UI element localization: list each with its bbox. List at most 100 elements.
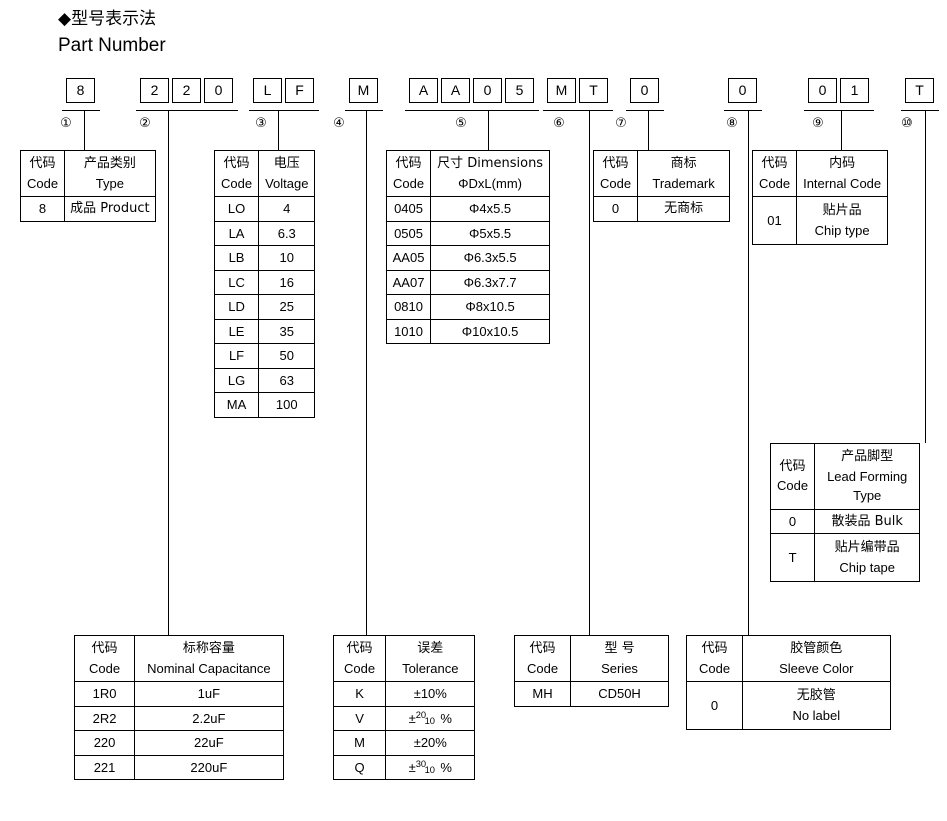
internal-code-header-code: 代码 Code: [751, 150, 798, 197]
table-voltage: 代码 Code 电压 Voltage LO 4 LA 6.3 LB 10 LC 16 L…: [213, 150, 316, 418]
table-row: 1R0 1uF: [73, 681, 284, 707]
pn-char-5-2: A: [441, 78, 470, 103]
connector-10: [925, 110, 926, 443]
pn-char-9-1: 0: [808, 78, 837, 103]
capacitance-value: 2.2uF: [134, 705, 284, 731]
table-row: 01 贴片品 Chip type: [751, 196, 889, 245]
table-row: 1010 Φ10x10.5: [385, 318, 551, 344]
sleeve-color-header-code: 代码 Code: [685, 635, 744, 682]
tolerance-code: V: [332, 705, 387, 731]
table-row: MH CD50H: [513, 681, 669, 707]
dimensions-value: Φ10x10.5: [430, 318, 551, 344]
table-row: 代码 Code 误差 Tolerance: [332, 635, 476, 682]
group-number-4: ④: [333, 116, 345, 131]
tolerance-value: ±30 10%: [385, 754, 476, 780]
dimensions-header-value: 尺寸 Dimensions ΦDxL(mm): [430, 150, 551, 197]
dimensions-code: AA07: [385, 269, 432, 295]
dimensions-code: 0505: [385, 220, 432, 246]
group-number-9: ⑨: [812, 116, 824, 131]
table-tolerance: 代码 Code 误差 Tolerance K ±10% V ±20 10% M ±…: [332, 635, 476, 780]
tolerance-header-code: 代码 Code: [332, 635, 387, 682]
pn-char-6-2: T: [579, 78, 608, 103]
pn-char-10-1: T: [905, 78, 934, 103]
group-number-7: ⑦: [615, 116, 627, 131]
table-row: M ±20%: [332, 730, 476, 756]
connector-7: [648, 110, 649, 150]
tolerance-fraction: 20 10: [415, 710, 435, 727]
voltage-code: LE: [213, 318, 260, 344]
tolerance-value: ±10%: [385, 681, 476, 707]
capacitance-code: 2R2: [73, 705, 136, 731]
table-row: 0505 Φ5x5.5: [385, 220, 551, 246]
voltage-code: LF: [213, 343, 260, 369]
type-header-code: 代码 Code: [19, 150, 66, 197]
table-row: 代码 Code 胶管颜色 Sleeve Color: [685, 635, 891, 682]
dimensions-header-code: 代码 Code: [385, 150, 432, 197]
table-row: 代码 Code 产品类别 Type: [19, 150, 156, 197]
trademark-value: 无商标: [637, 196, 731, 222]
pn-char-6-1: M: [547, 78, 576, 103]
table-row: 0 无商标: [592, 196, 731, 222]
dimensions-code: 0810: [385, 294, 432, 320]
table-row: 代码 Code 内码 Internal Code: [751, 150, 889, 197]
internal-code-header-value: 内码 Internal Code: [796, 150, 889, 197]
voltage-code: LA: [213, 220, 260, 246]
page-title-en: Part Number: [58, 35, 166, 56]
dimensions-value: Φ6.3x7.7: [430, 269, 551, 295]
group-rule-2: [136, 110, 238, 111]
series-header-value: 型 号 Series: [570, 635, 669, 682]
group-rule-8: [724, 110, 762, 111]
voltage-value: 100: [258, 392, 316, 418]
table-row: 代码 Code 尺寸 Dimensions ΦDxL(mm): [385, 150, 551, 197]
pn-char-3-2: F: [285, 78, 314, 103]
group-number-10: ⑩: [901, 116, 913, 131]
table-row: LD 25: [213, 294, 316, 320]
type-header-value: 产品类别 Type: [64, 150, 156, 197]
pn-char-1-1: 8: [66, 78, 95, 103]
capacitance-value: 22uF: [134, 730, 284, 756]
group-rule-5: [405, 110, 539, 111]
lead-forming-header-value: 产品脚型 Lead Forming Type: [814, 443, 921, 510]
table-row: K ±10%: [332, 681, 476, 707]
group-rule-9: [804, 110, 874, 111]
table-row: 0405 Φ4x5.5: [385, 196, 551, 222]
connector-3: [278, 110, 279, 150]
table-row: 代码 Code 电压 Voltage: [213, 150, 316, 197]
capacitance-header-value: 标称容量 Nominal Capacitance: [134, 635, 284, 682]
lead-forming-code: T: [769, 533, 816, 582]
group-number-8: ⑧: [726, 116, 738, 131]
pn-char-2-3: 0: [204, 78, 233, 103]
type-row-code: 8: [19, 196, 66, 222]
group-rule-4: [345, 110, 383, 111]
table-row: AA05 Φ6.3x5.5: [385, 245, 551, 271]
table-row: 221 220uF: [73, 754, 284, 780]
capacitance-value: 220uF: [134, 754, 284, 780]
table-lead-forming: 代码 Code 产品脚型 Lead Forming Type 0 散装品 Bul…: [769, 443, 921, 582]
voltage-code: LD: [213, 294, 260, 320]
table-type: 代码 Code 产品类别 Type 8 成品 Product: [19, 150, 156, 222]
group-rule-6: [543, 110, 613, 111]
lead-forming-header-code: 代码 Code: [769, 443, 816, 510]
dimensions-value: Φ5x5.5: [430, 220, 551, 246]
table-row: LO 4: [213, 196, 316, 222]
voltage-value: 4: [258, 196, 316, 222]
table-row: 0 无胶管 No label: [685, 681, 891, 730]
tolerance-code: Q: [332, 754, 387, 780]
capacitance-code: 220: [73, 730, 136, 756]
dimensions-code: 1010: [385, 318, 432, 344]
dimensions-value: Φ6.3x5.5: [430, 245, 551, 271]
voltage-code: MA: [213, 392, 260, 418]
voltage-value: 63: [258, 367, 316, 393]
table-row: 0 散装品 Bulk: [769, 508, 921, 534]
table-sleeve-color: 代码 Code 胶管颜色 Sleeve Color 0 无胶管 No label: [685, 635, 891, 730]
series-value: CD50H: [570, 681, 669, 707]
connector-1: [84, 110, 85, 150]
group-number-5: ⑤: [455, 116, 467, 131]
pn-char-9-2: 1: [840, 78, 869, 103]
connector-4: [366, 110, 367, 635]
voltage-code: LB: [213, 245, 260, 271]
table-row: MA 100: [213, 392, 316, 418]
table-row: LF 50: [213, 343, 316, 369]
connector-6: [589, 110, 590, 635]
voltage-code: LC: [213, 269, 260, 295]
